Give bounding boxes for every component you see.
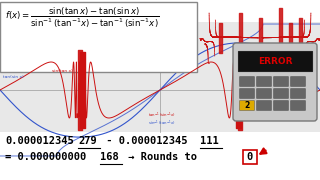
FancyBboxPatch shape	[0, 2, 197, 72]
FancyBboxPatch shape	[0, 22, 320, 132]
Text: 0: 0	[246, 152, 252, 161]
FancyBboxPatch shape	[291, 100, 306, 111]
FancyBboxPatch shape	[274, 100, 289, 111]
Text: - 0.000012345: - 0.000012345	[100, 136, 188, 146]
Text: → Rounds to: → Rounds to	[122, 152, 203, 162]
Text: 0.000012345: 0.000012345	[5, 136, 74, 146]
Text: 111: 111	[200, 136, 219, 146]
Text: $\sin^{-1}(\tan^{-1}\!x)$: $\sin^{-1}(\tan^{-1}\!x)$	[148, 118, 176, 128]
Text: ERROR: ERROR	[258, 57, 292, 66]
FancyBboxPatch shape	[239, 89, 254, 98]
Text: 279: 279	[78, 136, 97, 146]
FancyBboxPatch shape	[238, 51, 312, 71]
FancyBboxPatch shape	[257, 76, 271, 87]
Text: 2: 2	[244, 101, 250, 110]
FancyBboxPatch shape	[274, 76, 289, 87]
Text: tan(sin x): tan(sin x)	[3, 75, 24, 79]
Text: 168: 168	[100, 152, 119, 162]
FancyBboxPatch shape	[257, 100, 271, 111]
Text: sin(tan x): sin(tan x)	[52, 69, 73, 73]
Text: = 0.000000000: = 0.000000000	[5, 152, 86, 162]
FancyBboxPatch shape	[274, 89, 289, 98]
FancyBboxPatch shape	[257, 89, 271, 98]
FancyBboxPatch shape	[233, 43, 317, 121]
FancyBboxPatch shape	[239, 100, 254, 111]
FancyBboxPatch shape	[291, 89, 306, 98]
Text: $\tan^{-1}(\sin^{-1}\!x)$: $\tan^{-1}(\sin^{-1}\!x)$	[148, 110, 176, 120]
FancyBboxPatch shape	[291, 76, 306, 87]
FancyBboxPatch shape	[239, 76, 254, 87]
Text: $f(x) = \dfrac{\sin(\tan x) - \tan(\sin x)}{\sin^{-1}(\tan^{-1}\! x) - \tan^{-1}: $f(x) = \dfrac{\sin(\tan x) - \tan(\sin …	[5, 6, 159, 30]
FancyBboxPatch shape	[243, 150, 257, 163]
